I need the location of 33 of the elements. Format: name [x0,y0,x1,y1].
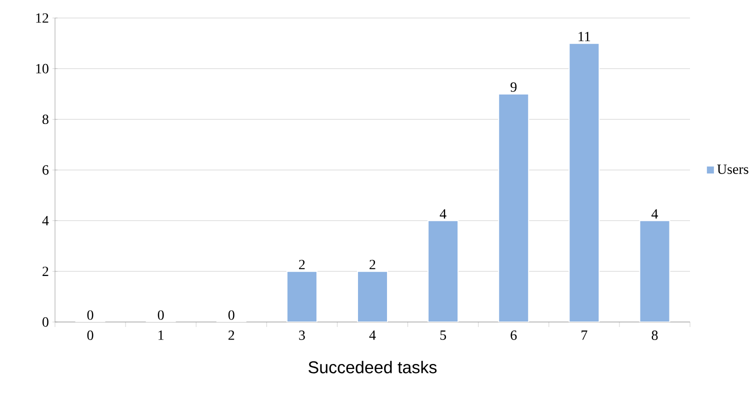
x-tick-label: 6 [510,330,517,340]
y-tick-label: 6 [42,165,49,175]
x-tick-label: 4 [369,330,376,340]
data-label: 11 [578,32,590,42]
bar [639,220,670,322]
x-tick-label: 5 [440,330,446,340]
data-label: 0 [87,310,94,320]
x-tick-label: 8 [652,330,658,340]
data-label: 4 [651,209,658,218]
bar [286,270,318,322]
y-tick-label: 12 [36,13,48,23]
bar [357,270,388,322]
y-tick-label: 8 [42,114,48,124]
data-label: 4 [440,209,446,218]
x-tick-label: 0 [87,330,94,340]
data-label: 9 [510,82,517,92]
x-tick-label: 1 [158,330,164,340]
x-tick-label: 3 [299,330,305,340]
y-tick-label: 2 [42,266,48,276]
data-label: 0 [228,310,234,320]
data-label: 2 [370,260,376,270]
x-axis-title: Succedeed tasks [308,360,437,374]
y-tick-label: 0 [42,317,48,327]
y-tick-label: 10 [36,64,48,74]
x-tick-label: 7 [582,330,588,340]
legend-label: Users [717,164,748,174]
x-tick-label: 2 [228,330,234,340]
bar [498,93,530,322]
bar [568,42,600,322]
bar [428,220,459,322]
y-tick-label: 4 [42,216,49,226]
data-label: 2 [299,260,305,270]
data-label: 0 [158,310,164,320]
